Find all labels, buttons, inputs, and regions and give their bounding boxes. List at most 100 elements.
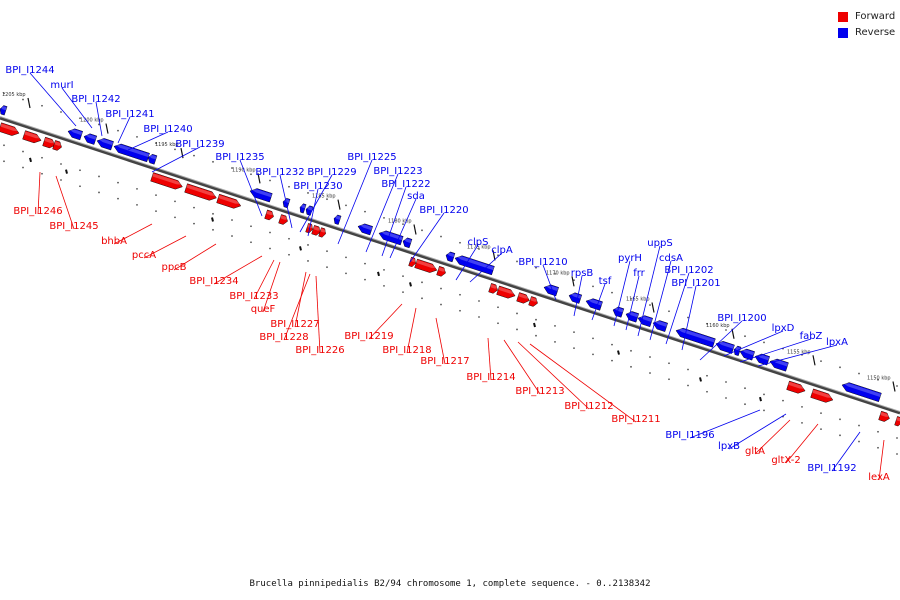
forward-gene-arrow-body <box>414 258 438 273</box>
track-dot <box>573 347 575 350</box>
reverse-gene-arrow-body <box>543 284 559 297</box>
forward-gene-arrow-body <box>408 256 416 268</box>
forward-gene-arrow <box>216 193 242 209</box>
track-dot <box>364 262 366 265</box>
reverse-gene-label-leader <box>739 338 812 363</box>
track-dot <box>649 356 651 358</box>
track-dot <box>668 378 670 381</box>
forward-gene-arrow <box>311 225 322 236</box>
forward-gene-arrow-body <box>496 285 516 299</box>
reverse-gene-label-leader <box>723 330 784 357</box>
forward-gene-arrow-body <box>52 140 62 151</box>
track-dot <box>896 437 898 439</box>
track-dot <box>3 160 5 163</box>
reverse-gene-arrow-body <box>612 306 625 318</box>
forward-gene-arrow-shine <box>313 226 322 231</box>
forward-gene-label-leader <box>368 303 403 340</box>
track-dot <box>630 349 632 352</box>
reverse-gene-arrow <box>147 154 158 165</box>
reverse-gene-label-leader <box>389 198 417 259</box>
reverse-gene-arrow-body <box>402 237 413 249</box>
track-dot <box>744 403 746 406</box>
track-dot <box>573 331 575 334</box>
track-dot <box>820 428 822 431</box>
track-dot <box>611 291 613 294</box>
track-dot <box>725 397 727 399</box>
forward-gene-label: ppcB <box>161 262 186 273</box>
reverse-gene-label-leader <box>625 275 640 331</box>
forward-gene-arrow <box>278 214 289 225</box>
reverse-gene-label: rpsB <box>571 268 594 279</box>
forward-gene-label: BPI_I1233 <box>229 291 278 302</box>
track-dot <box>763 393 765 396</box>
reverse-gene-arrow-body <box>454 255 495 276</box>
track-dot <box>231 235 233 237</box>
reverse-gene-label: lpxB <box>718 441 740 452</box>
track-dot <box>535 266 537 269</box>
reverse-gene-arrow <box>113 143 150 163</box>
track-dot <box>22 98 24 101</box>
track-dot <box>60 163 62 165</box>
forward-gene-arrow <box>0 122 20 136</box>
reverse-gene-arrow-body <box>113 143 150 163</box>
track-dot <box>459 293 461 296</box>
reverse-gene-label-leader <box>151 146 201 173</box>
reverse-gene-arrow-shine <box>716 341 735 349</box>
forward-gene-arrow-shine <box>266 210 275 216</box>
reverse-gene-label-leader <box>239 159 263 217</box>
forward-gene-label: lexA <box>868 472 890 483</box>
reverse-gene-label: cdsA <box>659 253 683 264</box>
track-dot <box>117 129 119 132</box>
track-dot <box>421 297 423 300</box>
reverse-gene-arrow-body <box>333 214 342 225</box>
scale-tick <box>413 224 417 235</box>
reverse-gene-label-leader <box>613 260 631 327</box>
reverse-gene-arrow-shine <box>0 106 7 111</box>
track-dot <box>98 175 100 178</box>
reverse-gene-label-leader <box>337 159 373 245</box>
sequence-axis <box>0 116 900 415</box>
track-dot <box>440 303 442 306</box>
forward-gene-label-leader <box>503 339 541 395</box>
forward-gene-arrow <box>878 410 891 422</box>
reverse-gene-arrow-body <box>739 348 755 361</box>
track-dot <box>478 248 480 250</box>
scale-tick <box>492 250 496 261</box>
track-tick <box>617 350 620 355</box>
forward-gene-arrow-shine <box>280 215 289 220</box>
forward-gene-label-leader <box>173 243 217 271</box>
track-dot <box>535 334 537 337</box>
reverse-gene-arrow-shine <box>358 224 373 231</box>
forward-gene-label-leader <box>785 423 819 464</box>
forward-swatch <box>838 12 848 22</box>
forward-gene-arrow-shine <box>186 184 218 196</box>
forward-gene-label-leader <box>37 171 41 215</box>
track-dot <box>801 405 803 408</box>
track-dot <box>877 378 879 381</box>
forward-gene-label-leader <box>262 261 281 313</box>
forward-gene-arrow <box>810 388 834 403</box>
track-dot <box>554 325 556 327</box>
reverse-gene-label: BPI_I1202 <box>664 265 713 276</box>
forward-gene-label: BPI_I1217 <box>420 356 469 367</box>
track-dot <box>288 237 290 240</box>
track-dot <box>744 387 746 390</box>
track-dot <box>193 206 195 209</box>
reverse-gene-label: BPI_I1201 <box>671 278 720 289</box>
reverse-gene-arrow-body <box>305 205 314 216</box>
reverse-gene-arrow <box>0 105 8 116</box>
track-dot <box>307 244 309 246</box>
forward-gene-arrow-body <box>311 225 321 236</box>
forward-gene-arrow-shine <box>438 267 447 272</box>
reverse-gene-label: lpxA <box>826 337 848 348</box>
forward-gene-arrow-body <box>278 214 288 225</box>
reverse-gene-arrow-body <box>625 311 640 323</box>
scale-label: 1185 kbp <box>312 194 336 200</box>
forward-gene-arrow <box>184 183 218 201</box>
reverse-gene-arrow-shine <box>586 299 603 306</box>
reverse-gene-arrow-body <box>147 154 158 165</box>
track-dot <box>877 430 879 433</box>
forward-gene-arrow-shine <box>152 173 184 185</box>
reverse-gene-label: BPI_I1240 <box>143 124 192 135</box>
reverse-gene-arrow-body <box>637 315 653 328</box>
